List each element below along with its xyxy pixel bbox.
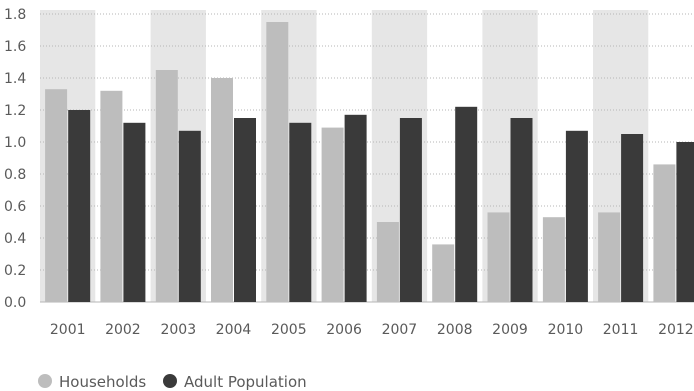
bar-adult-population-2011 bbox=[621, 134, 644, 302]
y-tick-label: 0.4 bbox=[4, 231, 26, 247]
bar-adult-population-2005 bbox=[289, 122, 312, 302]
legend-swatch bbox=[38, 374, 52, 388]
x-tick-label: 2007 bbox=[382, 322, 418, 338]
bar-households-2006 bbox=[321, 127, 344, 302]
legend-label: Adult Population bbox=[184, 373, 307, 391]
bar-households-2010 bbox=[542, 217, 565, 302]
bar-households-2004 bbox=[211, 78, 233, 302]
gridlines bbox=[40, 13, 694, 303]
bar-households-2002 bbox=[100, 90, 123, 302]
bar-households-2003 bbox=[155, 70, 178, 302]
bar-households-2005 bbox=[266, 22, 289, 302]
legend-item-households: Households bbox=[38, 373, 146, 391]
bar-households-2007 bbox=[376, 222, 399, 302]
y-tick-label: 0.2 bbox=[4, 263, 26, 279]
x-tick-label: 2011 bbox=[603, 322, 639, 338]
y-tick-label: 1.6 bbox=[4, 39, 26, 55]
legend-swatch bbox=[163, 374, 177, 388]
x-tick-label: 2010 bbox=[548, 322, 584, 338]
legend-label: Households bbox=[59, 373, 146, 391]
x-tick-label: 2004 bbox=[216, 322, 252, 338]
x-tick-label: 2006 bbox=[326, 322, 362, 338]
bar-households-2011 bbox=[598, 212, 621, 302]
legend: Households Adult Population bbox=[38, 373, 307, 391]
bar-households-2001 bbox=[45, 89, 68, 302]
x-tick-label: 2012 bbox=[658, 322, 694, 338]
bar-adult-population-2009 bbox=[510, 118, 533, 302]
bar-adult-population-2012 bbox=[676, 142, 694, 302]
bar-adult-population-2002 bbox=[123, 122, 146, 302]
y-axis: 0.0 0.2 0.4 0.6 0.8 1.0 1.2 1.4 1.6 1.8 bbox=[4, 7, 26, 311]
bar-households-2009 bbox=[487, 212, 510, 302]
y-tick-label: 1.4 bbox=[4, 71, 26, 87]
y-tick-label: 1.8 bbox=[4, 7, 26, 23]
y-tick-label: 1.2 bbox=[4, 103, 26, 119]
bar-adult-population-2003 bbox=[178, 130, 201, 302]
bar-households-2008 bbox=[432, 244, 455, 302]
x-axis: 2001 2002 2003 2004 2005 2006 2007 2008 2009 2010… bbox=[50, 322, 694, 338]
y-tick-label: 1.0 bbox=[4, 135, 26, 151]
x-tick-label: 2003 bbox=[160, 322, 196, 338]
x-tick-label: 2009 bbox=[492, 322, 528, 338]
bar-adult-population-2006 bbox=[344, 114, 367, 302]
bar-households-2012 bbox=[653, 164, 676, 302]
bar-adult-population-2010 bbox=[565, 130, 588, 302]
bar-adult-population-2008 bbox=[455, 106, 478, 302]
y-tick-label: 0.8 bbox=[4, 167, 26, 183]
bar-adult-population-2001 bbox=[68, 110, 91, 302]
legend-item-adult-population: Adult Population bbox=[163, 373, 307, 391]
bars bbox=[45, 22, 694, 302]
x-tick-label: 2005 bbox=[271, 322, 307, 338]
bar-adult-population-2004 bbox=[234, 118, 256, 302]
bar-adult-population-2007 bbox=[399, 118, 422, 302]
y-tick-label: 0.6 bbox=[4, 199, 26, 215]
x-tick-label: 2002 bbox=[105, 322, 141, 338]
y-tick-label: 0.0 bbox=[4, 295, 26, 311]
x-tick-label: 2008 bbox=[437, 322, 473, 338]
x-tick-label: 2001 bbox=[50, 322, 86, 338]
